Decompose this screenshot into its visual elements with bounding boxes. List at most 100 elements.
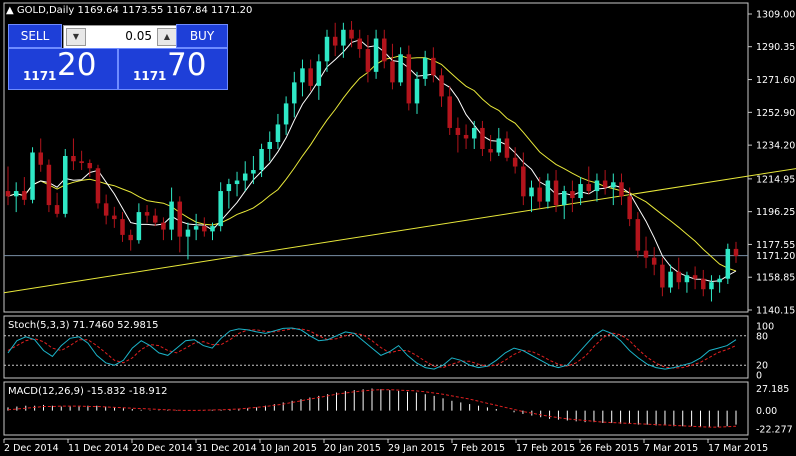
candle-body xyxy=(259,148,264,171)
time-axis-label: 17 Mar 2015 xyxy=(708,443,768,454)
candle-body xyxy=(349,29,354,39)
candle xyxy=(701,269,706,297)
candle-body xyxy=(717,278,722,283)
candle xyxy=(22,177,27,206)
price-axis-label: 1140.15 xyxy=(756,306,795,317)
candle xyxy=(242,161,248,192)
candle-body xyxy=(177,201,183,237)
candle-body xyxy=(251,170,256,174)
candle-body xyxy=(357,38,362,50)
macd-signal-line xyxy=(7,389,737,428)
sell-price-button[interactable]: 1171 20 xyxy=(8,47,118,90)
candle-body xyxy=(5,191,11,197)
candle-body xyxy=(46,164,52,206)
time-axis-label: 26 Feb 2015 xyxy=(580,443,639,454)
candle-body xyxy=(112,215,117,220)
candle xyxy=(63,148,68,218)
buy-button[interactable]: BUY xyxy=(176,24,228,48)
price-axis-label: 1158.85 xyxy=(756,273,795,284)
candle xyxy=(382,29,387,69)
candle xyxy=(733,241,739,263)
candle xyxy=(292,71,297,118)
candle-body xyxy=(488,148,493,153)
candle-body xyxy=(545,180,551,202)
candle xyxy=(144,205,150,223)
candle xyxy=(471,120,477,149)
candle-body xyxy=(169,201,174,230)
candle-body xyxy=(22,191,27,200)
candle-body xyxy=(267,141,273,149)
candle-body xyxy=(725,248,731,279)
collapse-triangle-icon[interactable]: ▲ xyxy=(6,5,14,16)
candle xyxy=(267,131,273,162)
candle-body xyxy=(447,96,452,128)
candle xyxy=(422,50,428,86)
candle xyxy=(643,236,649,269)
candle-body xyxy=(38,152,43,165)
candle xyxy=(103,194,109,225)
candle-body xyxy=(627,196,632,220)
candle-body xyxy=(684,275,690,283)
candle-body xyxy=(13,191,19,197)
candle-body xyxy=(660,264,665,288)
candle-body xyxy=(406,54,412,104)
sell-price-big: 20 xyxy=(57,47,97,83)
candle-body xyxy=(193,226,199,230)
stoch-pane-frame xyxy=(3,315,749,379)
candle-body xyxy=(537,187,542,202)
candle xyxy=(332,22,338,57)
lot-increase-icon[interactable]: ▲ xyxy=(157,28,177,46)
candle-body xyxy=(226,184,232,192)
candle xyxy=(136,203,142,244)
candle xyxy=(177,196,183,253)
candle-body xyxy=(63,155,68,214)
macd-axis-label: 27.185 xyxy=(756,384,789,395)
candle-body xyxy=(128,234,133,241)
candle-body xyxy=(210,226,215,232)
candle xyxy=(13,182,19,213)
candle xyxy=(324,29,330,72)
candle xyxy=(30,147,35,204)
candle-body xyxy=(471,127,477,139)
candle xyxy=(161,217,166,241)
candle xyxy=(725,243,731,284)
candle-body xyxy=(103,203,109,216)
stoch-axis-label: 20 xyxy=(756,361,768,372)
candle-body xyxy=(275,124,281,142)
candle xyxy=(504,131,510,162)
candle-body xyxy=(586,184,592,192)
candle xyxy=(480,120,485,156)
candle-body xyxy=(202,226,207,232)
candle xyxy=(431,47,436,83)
price-axis-label: 1309.00 xyxy=(756,10,795,21)
candle xyxy=(496,127,502,156)
one-click-trading-panel: SELL ▼ ▲ BUY 1171 20 1171 70 xyxy=(8,24,228,90)
sell-button[interactable]: SELL xyxy=(8,24,62,48)
candle xyxy=(226,178,232,209)
time-axis-label: 7 Feb 2015 xyxy=(452,443,505,454)
candle xyxy=(463,124,469,149)
candle xyxy=(611,173,616,206)
candle-body xyxy=(521,166,526,197)
lot-size-stepper[interactable]: ▼ ▲ xyxy=(63,25,181,49)
candle-body xyxy=(365,49,371,72)
time-axis-label: 7 Mar 2015 xyxy=(644,443,698,454)
candle xyxy=(651,247,657,276)
lot-size-input[interactable] xyxy=(88,28,152,44)
candle xyxy=(202,217,207,237)
stoch-axis-label: 100 xyxy=(756,322,774,333)
candle xyxy=(373,29,379,79)
buy-price-button[interactable]: 1171 70 xyxy=(118,47,228,90)
candle xyxy=(71,138,76,171)
candle-body xyxy=(611,182,616,188)
candle-body xyxy=(30,152,35,200)
lot-decrease-icon[interactable]: ▼ xyxy=(66,28,86,46)
candle xyxy=(234,171,240,197)
candle-body xyxy=(463,134,469,139)
macd-axis-label: -22.277 xyxy=(756,424,793,435)
macd-pane-frame xyxy=(3,381,749,436)
candle xyxy=(414,71,420,114)
candle xyxy=(5,166,11,206)
